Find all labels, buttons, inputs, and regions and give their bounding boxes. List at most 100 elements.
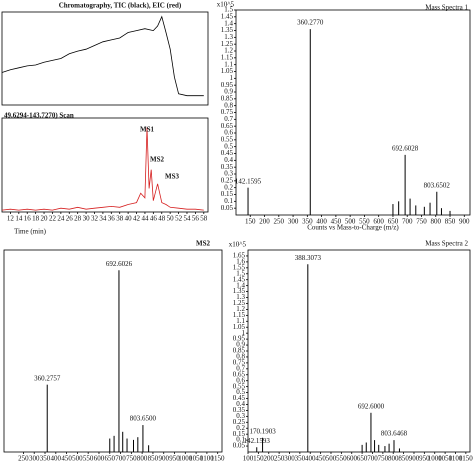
x-tick-label: 40 xyxy=(125,215,133,223)
y-tick-label: 1.6 xyxy=(236,257,245,265)
y-tick-label: 0.15 xyxy=(233,430,246,438)
y-tick-label: 1.2 xyxy=(236,305,245,313)
peak-label: 803.6468 xyxy=(381,430,408,438)
x-tick-label: 500 xyxy=(326,455,337,463)
y-tick-label: 1.55 xyxy=(233,263,246,271)
x-tick-label: 36 xyxy=(108,215,116,223)
peak-label: 692.6026 xyxy=(106,260,133,268)
panel-title: Mass Spectra 2 xyxy=(425,240,468,248)
x-tick-label: 30 xyxy=(83,215,91,223)
x-tick-label: 900 xyxy=(158,455,169,463)
x-tick-label: 700 xyxy=(115,455,126,463)
x-tick-label: 650 xyxy=(105,455,116,463)
x-tick-label: 800 xyxy=(388,455,399,463)
y-tick-label: 0.8 xyxy=(224,101,233,109)
y-tick-label: 1.45 xyxy=(233,275,246,283)
x-tick-label: 200 xyxy=(263,455,274,463)
x-tick-label: 300 xyxy=(284,455,295,463)
peak-label: 803.6500 xyxy=(130,415,157,423)
y-tick-label: 0.9 xyxy=(224,88,233,96)
x-tick-label: 800 xyxy=(137,455,148,463)
y-tick-label: 0.95 xyxy=(221,81,234,89)
x-tick-label: 14 xyxy=(15,215,23,223)
y-tick-label: 1 xyxy=(230,74,234,82)
y-tick-label: 1.5 xyxy=(236,269,245,277)
x-tick-label: 1150 xyxy=(211,455,225,463)
x-tick-label: 46 xyxy=(150,215,158,223)
x-tick-label: 650 xyxy=(357,455,368,463)
panel-frame xyxy=(1,117,209,213)
x-tick-label: 400 xyxy=(305,455,316,463)
panel-title: Mass Spectra 1 xyxy=(425,4,468,12)
y-tick-label: 1.35 xyxy=(233,287,246,295)
panel-frame xyxy=(3,249,223,453)
peak-annotation: MS2 xyxy=(150,156,165,164)
axis-multiplier: x10^5 xyxy=(217,1,235,9)
y-tick-label: 0.45 xyxy=(221,149,234,157)
y-tick-label: 1.1 xyxy=(236,317,245,325)
y-tick-label: 0.85 xyxy=(221,94,234,102)
y-tick-label: 0.95 xyxy=(233,335,246,343)
x-tick-label: 650 xyxy=(388,218,399,226)
x-tick-label: 750 xyxy=(378,455,389,463)
y-tick-label: 0.15 xyxy=(221,190,234,198)
y-tick-label: 0.55 xyxy=(233,382,246,390)
y-tick-label: 0.1 xyxy=(224,197,233,205)
peak-annotation: MS1 xyxy=(140,126,155,134)
x-tick-label: 50 xyxy=(167,215,175,223)
x-tick-label: 750 xyxy=(416,218,427,226)
x-tick-label: 48 xyxy=(158,215,166,223)
y-tick-label: 1 xyxy=(242,329,246,337)
y-tick-label: 0.8 xyxy=(236,353,245,361)
x-tick-label: 28 xyxy=(74,215,82,223)
x-tick-label: 16 xyxy=(24,215,32,223)
x-tick-label: 34 xyxy=(99,215,107,223)
y-tick-label: 1.3 xyxy=(236,293,245,301)
y-tick-label: 0.6 xyxy=(224,129,233,137)
x-tick-label: 600 xyxy=(373,218,384,226)
y-tick-label: 1.45 xyxy=(221,12,234,20)
x-tick-label: 700 xyxy=(402,218,413,226)
x-tick-label: 150 xyxy=(253,455,264,463)
x-tick-label: 32 xyxy=(91,215,99,223)
y-tick-label: 0.05 xyxy=(221,204,234,212)
x-tick-label: 42 xyxy=(133,215,141,223)
y-tick-label: 0.35 xyxy=(233,406,246,414)
x-tick-label: 800 xyxy=(431,218,442,226)
x-tick-label: 450 xyxy=(61,455,72,463)
peak-label: 360.2770 xyxy=(297,19,324,27)
y-tick-label: 1.05 xyxy=(233,323,246,331)
x-tick-label: 1150 xyxy=(459,455,473,463)
x-tick-label: 350 xyxy=(302,218,313,226)
x-tick-label: 18 xyxy=(32,215,40,223)
x-tick-label: 350 xyxy=(40,455,51,463)
x-tick-label: 350 xyxy=(295,455,306,463)
y-tick-label: 0.5 xyxy=(236,388,245,396)
y-tick-label: 1.4 xyxy=(224,19,233,27)
y-tick-label: 0.05 xyxy=(233,442,246,450)
y-tick-label: 0.9 xyxy=(236,341,245,349)
x-axis-label: Counts vs Mass-to-Charge (m/z) xyxy=(307,224,399,232)
x-tick-label: 56 xyxy=(192,215,200,223)
x-tick-label: 58 xyxy=(200,215,208,223)
x-tick-label: 400 xyxy=(51,455,62,463)
x-tick-label: 850 xyxy=(445,218,456,226)
x-tick-label: 1050 xyxy=(438,455,453,463)
y-tick-label: 0.65 xyxy=(221,122,234,130)
x-tick-label: 44 xyxy=(141,215,149,223)
y-tick-label: 1.3 xyxy=(224,33,233,41)
panel-title: Chromatography, TIC (black), EIC (red) xyxy=(59,2,182,10)
x-tick-label: 850 xyxy=(148,455,159,463)
peak-label: 360.2757 xyxy=(34,374,61,382)
y-tick-label: 0.6 xyxy=(236,376,245,384)
x-tick-label: 1000 xyxy=(428,455,443,463)
y-tick-label: 0.3 xyxy=(236,412,245,420)
panel-title: 49.6294-143.7270) Scan xyxy=(4,112,74,120)
y-tick-label: 0.1 xyxy=(236,436,245,444)
y-tick-label: 0.2 xyxy=(236,424,245,432)
y-tick-label: 0.2 xyxy=(224,183,233,191)
y-tick-label: 0.65 xyxy=(233,370,246,378)
y-tick-label: 0.85 xyxy=(233,347,246,355)
y-tick-label: 1.25 xyxy=(221,40,234,48)
x-tick-label: 20 xyxy=(41,215,49,223)
